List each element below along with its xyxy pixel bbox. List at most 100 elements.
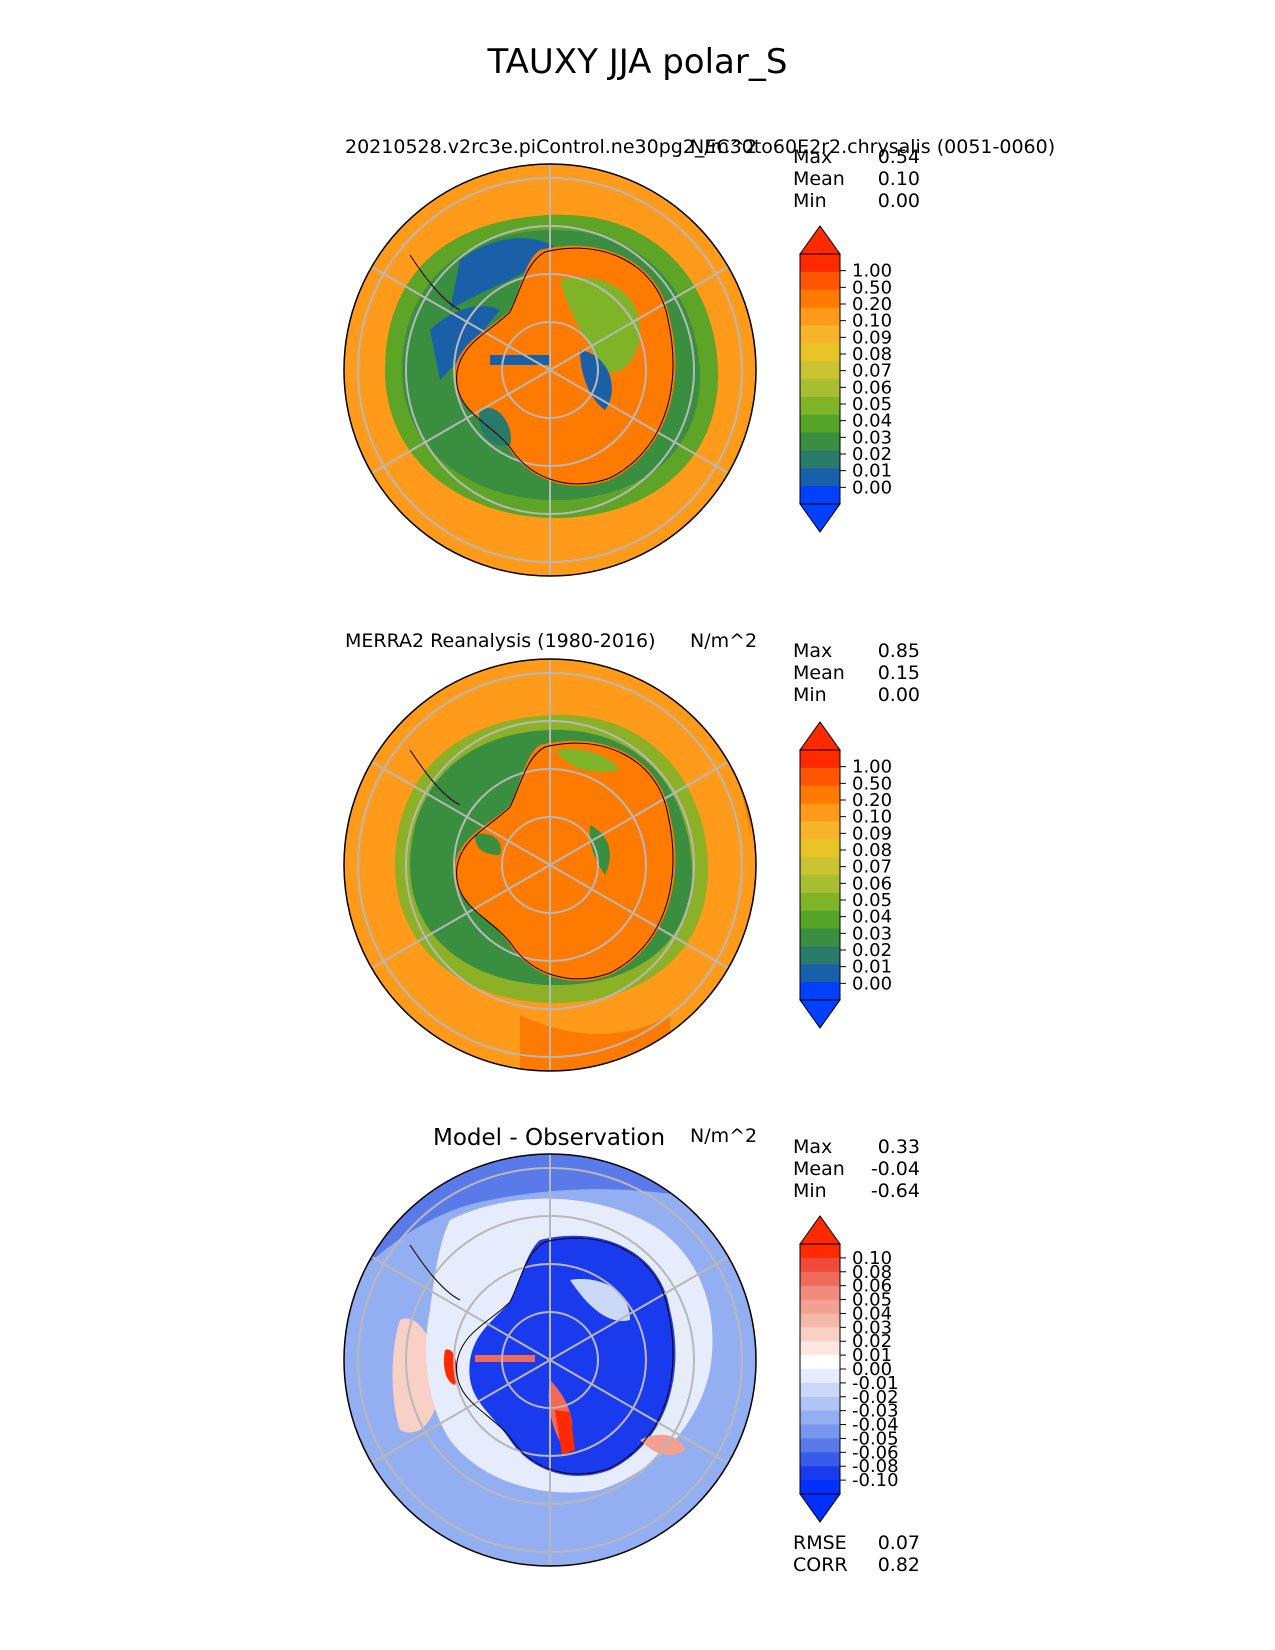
colorbar-tick-label: -0.10 bbox=[852, 1470, 899, 1491]
panel-diff-min-label: Min bbox=[793, 1180, 827, 1202]
colorbar-segment bbox=[800, 875, 840, 894]
panel-diff-rmse-value: 0.07 bbox=[877, 1532, 920, 1554]
colorbar-tick-label: 0.07 bbox=[852, 361, 892, 382]
panel-diff-max-value: 0.33 bbox=[877, 1136, 920, 1158]
colorbar-tick-label: -0.02 bbox=[852, 1387, 899, 1408]
colorbar-segment bbox=[800, 928, 840, 947]
colorbar-tick-label: 0.02 bbox=[852, 1331, 892, 1352]
colorbar-extend-bottom bbox=[799, 503, 841, 533]
colorbar-extend-top bbox=[799, 1215, 841, 1245]
colorbar-segment bbox=[800, 1382, 840, 1398]
panel-test-polar-map bbox=[343, 163, 757, 577]
colorbar-segment bbox=[800, 1466, 840, 1481]
colorbar-tick-label: 1.00 bbox=[852, 757, 892, 778]
colorbar-tick-label: 0.50 bbox=[852, 277, 892, 298]
panel-ref-min-label: Min bbox=[793, 684, 827, 706]
panel-test-max-label: Max bbox=[793, 146, 833, 168]
colorbar-tick-label: 0.50 bbox=[852, 773, 892, 794]
colorbar-tick-label: 0.08 bbox=[852, 840, 892, 861]
colorbar-segment bbox=[800, 857, 840, 876]
colorbar-segment bbox=[800, 892, 840, 912]
panel-test-mean-label: Mean bbox=[793, 168, 845, 190]
panel-diff-polar-map bbox=[343, 1153, 757, 1567]
colorbar-tick-label: 0.05 bbox=[852, 890, 892, 911]
colorbar-tick-label: 0.06 bbox=[852, 377, 892, 398]
colorbar-segment bbox=[800, 1355, 840, 1370]
colorbar-tick-label: -0.06 bbox=[852, 1442, 899, 1463]
panel-ref-units: N/m^2 bbox=[690, 630, 758, 652]
colorbar-segment bbox=[800, 1271, 840, 1287]
colorbar-tick-label: 0.08 bbox=[852, 344, 892, 365]
colorbar-segment bbox=[800, 803, 840, 822]
colorbar-segment bbox=[800, 271, 840, 291]
colorbar-tick-label: 0.09 bbox=[852, 327, 892, 348]
colorbar-tick-label: 0.01 bbox=[852, 957, 892, 978]
colorbar-tick-label: -0.05 bbox=[852, 1428, 899, 1449]
colorbar-outline bbox=[799, 749, 841, 1001]
colorbar-tick-label: -0.03 bbox=[852, 1401, 899, 1422]
colorbar-segment bbox=[800, 1396, 840, 1412]
colorbar-tick-label: 0.04 bbox=[852, 907, 892, 928]
colorbar-segment bbox=[800, 785, 840, 805]
colorbar-segment bbox=[800, 946, 840, 965]
colorbar-tick-label: 0.09 bbox=[852, 823, 892, 844]
colorbar-tick-label: 0.10 bbox=[852, 807, 892, 828]
colorbar-tick-label: 0.06 bbox=[852, 1276, 892, 1297]
colorbar-segment bbox=[800, 1285, 840, 1301]
colorbar-tick-label: 0.03 bbox=[852, 427, 892, 448]
panel-test-units: N/m^2 bbox=[690, 136, 758, 158]
colorbar-tick-label: 0.00 bbox=[852, 1359, 892, 1380]
panel-test-colorbar: 1.000.500.200.100.090.080.070.060.050.04… bbox=[799, 225, 892, 533]
colorbar-segment bbox=[800, 450, 840, 469]
colorbar-segment bbox=[800, 1369, 840, 1384]
colorbar-segment bbox=[800, 750, 840, 769]
colorbar-segment bbox=[800, 1452, 840, 1467]
colorbar-segment bbox=[800, 964, 840, 983]
colorbar-segment bbox=[800, 1341, 840, 1356]
colorbar-tick-label: 0.08 bbox=[852, 1262, 892, 1283]
colorbar-tick-label: 0.05 bbox=[852, 1290, 892, 1311]
panel-ref-colorbar: 1.000.500.200.100.090.080.070.060.050.04… bbox=[799, 721, 892, 1029]
colorbar-segment bbox=[800, 767, 840, 787]
panel-diff-mean-value: -0.04 bbox=[870, 1158, 920, 1180]
colorbar-segment bbox=[800, 343, 840, 362]
colorbar-tick-label: 0.10 bbox=[852, 1248, 892, 1269]
colorbar-segment bbox=[800, 361, 840, 380]
colorbar-segment bbox=[800, 821, 840, 840]
colorbar-tick-label: 0.04 bbox=[852, 1303, 892, 1324]
colorbar-segment bbox=[800, 432, 840, 451]
colorbar-tick-label: 0.00 bbox=[852, 477, 892, 498]
colorbar-tick-label: 0.07 bbox=[852, 857, 892, 878]
figure-title: TAUXY JJA polar_S bbox=[487, 42, 788, 82]
panel-test-min-value: 0.00 bbox=[877, 190, 920, 212]
panel-test-mean-value: 0.10 bbox=[877, 168, 920, 190]
colorbar-extend-bottom bbox=[799, 1493, 841, 1523]
colorbar-segment bbox=[800, 254, 840, 273]
panel-ref-max-label: Max bbox=[793, 640, 833, 662]
colorbar-extend-top bbox=[799, 721, 841, 751]
colorbar-segment bbox=[800, 414, 840, 434]
panel-ref-polar-map bbox=[343, 658, 757, 1072]
panel-diff-colorbar: 0.100.080.060.050.040.030.020.010.00-0.0… bbox=[799, 1215, 899, 1523]
colorbar-tick-label: 0.04 bbox=[852, 411, 892, 432]
colorbar-tick-label: 0.06 bbox=[852, 873, 892, 894]
panel-diff-corr-label: CORR bbox=[793, 1554, 848, 1576]
colorbar-tick-label: 0.02 bbox=[852, 940, 892, 961]
panel-ref-mean-label: Mean bbox=[793, 662, 845, 684]
panel-diff-max-label: Max bbox=[793, 1136, 833, 1158]
colorbar-segment bbox=[800, 1410, 840, 1426]
colorbar-segment bbox=[800, 1244, 840, 1259]
colorbar-tick-label: 0.01 bbox=[852, 461, 892, 482]
colorbar-segment bbox=[800, 1299, 840, 1314]
panel-test-max-value: 0.54 bbox=[877, 146, 920, 168]
colorbar-segment bbox=[800, 839, 840, 858]
colorbar-segment bbox=[800, 1438, 840, 1453]
colorbar-tick-label: -0.04 bbox=[852, 1415, 899, 1436]
colorbar-tick-label: 0.01 bbox=[852, 1345, 892, 1366]
colorbar-tick-label: 0.02 bbox=[852, 444, 892, 465]
panel-diff-corr-value: 0.82 bbox=[877, 1554, 920, 1576]
colorbar-segment bbox=[800, 486, 840, 505]
colorbar-segment bbox=[800, 1424, 840, 1439]
panel-ref-max-value: 0.85 bbox=[877, 640, 920, 662]
colorbar-segment bbox=[800, 982, 840, 1001]
